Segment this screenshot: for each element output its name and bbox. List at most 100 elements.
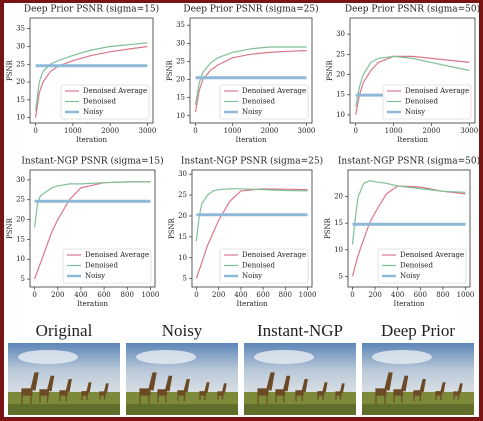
y-tick-label: 10 bbox=[334, 246, 343, 254]
y-tick-label: 30 bbox=[16, 42, 25, 50]
legend-box bbox=[219, 248, 309, 284]
x-tick-label: 1000 bbox=[457, 291, 475, 299]
x-tick-label: 1000 bbox=[299, 291, 317, 299]
giraffe bbox=[81, 382, 92, 400]
x-tick-label: 1000 bbox=[385, 127, 403, 135]
x-axis-label: Iteration bbox=[77, 300, 109, 308]
image bbox=[8, 343, 120, 415]
y-tick-label: 25 bbox=[16, 196, 25, 204]
giraffe bbox=[217, 383, 227, 400]
x-tick-label: 400 bbox=[74, 291, 87, 299]
y-tick-label: 30 bbox=[336, 30, 345, 38]
y-axis-label: PSNR bbox=[6, 59, 14, 81]
giraffe bbox=[177, 379, 190, 402]
y-tick-label: 25 bbox=[178, 191, 187, 199]
x-tick-label: 800 bbox=[279, 291, 292, 299]
y-tick-label: 15 bbox=[16, 96, 25, 104]
legend-label: Denoised Average bbox=[242, 87, 306, 95]
giraffe bbox=[199, 382, 210, 400]
y-tick-label: 35 bbox=[16, 25, 25, 33]
y-tick-label: 25 bbox=[16, 60, 25, 68]
giraffe bbox=[375, 372, 393, 404]
giraffe bbox=[413, 379, 426, 402]
giraffe bbox=[21, 372, 39, 404]
x-tick-label: 0 bbox=[194, 291, 198, 299]
sky bbox=[362, 343, 474, 392]
x-axis-label: Iteration bbox=[393, 300, 425, 308]
cloud bbox=[136, 350, 196, 364]
legend-label: Denoised Average bbox=[400, 251, 464, 259]
legend-label: Denoised Average bbox=[83, 87, 147, 95]
x-tick-label: 600 bbox=[414, 291, 427, 299]
y-tick-label: 10 bbox=[16, 114, 25, 122]
y-tick-label: 10 bbox=[16, 255, 25, 263]
giraffe bbox=[295, 379, 308, 402]
giraffe bbox=[335, 383, 345, 400]
legend-label: Noisy bbox=[242, 108, 262, 116]
giraffe bbox=[139, 372, 157, 404]
legend-box bbox=[377, 248, 467, 284]
giraffe bbox=[157, 375, 173, 403]
y-tick-label: 20 bbox=[16, 216, 25, 224]
series-line bbox=[351, 185, 466, 277]
sky bbox=[8, 343, 120, 392]
series-line bbox=[194, 50, 307, 113]
y-tick-label: 20 bbox=[178, 212, 187, 220]
x-tick-label: 600 bbox=[256, 291, 269, 299]
chart-title: Deep Prior PSNR (sigma=25) bbox=[183, 4, 318, 15]
x-tick-label: 1000 bbox=[224, 127, 242, 135]
legend-label: Noisy bbox=[83, 108, 103, 116]
x-tick-label: 2000 bbox=[261, 127, 279, 135]
x-tick-label: 200 bbox=[368, 291, 381, 299]
x-tick-label: 2000 bbox=[101, 127, 119, 135]
legend-label: Denoised bbox=[83, 98, 116, 106]
chart-title: Deep Prior PSNR (sigma=15) bbox=[24, 4, 159, 15]
y-tick-label: 15 bbox=[16, 235, 25, 243]
y-tick-label: 15 bbox=[334, 219, 343, 227]
x-tick-label: 400 bbox=[391, 291, 404, 299]
y-axis-label: PSNR bbox=[166, 59, 174, 81]
x-tick-label: 0 bbox=[350, 291, 354, 299]
legend-label: Noisy bbox=[405, 108, 425, 116]
grass-near bbox=[244, 404, 356, 415]
image-caption: Original bbox=[36, 321, 93, 340]
series-line bbox=[355, 55, 470, 116]
giraffe bbox=[393, 375, 409, 403]
giraffe bbox=[275, 375, 291, 403]
x-tick-label: 3000 bbox=[138, 127, 156, 135]
legend-box bbox=[382, 84, 472, 120]
giraffe bbox=[435, 382, 446, 400]
y-tick-label: 35 bbox=[176, 21, 185, 29]
legend-box bbox=[60, 84, 150, 120]
image-caption: Instant-NGP bbox=[257, 321, 343, 340]
chart-title: Instant-NGP PSNR (sigma=25) bbox=[181, 156, 323, 167]
cloud bbox=[254, 350, 314, 364]
grass-near bbox=[8, 404, 120, 415]
series-line bbox=[195, 188, 308, 242]
x-tick-label: 2000 bbox=[423, 127, 441, 135]
y-tick-label: 5 bbox=[183, 275, 187, 283]
y-tick-label: 15 bbox=[176, 94, 185, 102]
y-tick-label: 25 bbox=[336, 50, 345, 58]
chart-title: Instant-NGP PSNR (sigma=15) bbox=[21, 156, 163, 167]
legend-label: Denoised bbox=[405, 98, 438, 106]
y-axis-label: PSNR bbox=[6, 217, 14, 239]
image-caption: Deep Prior bbox=[381, 321, 455, 340]
series-line bbox=[35, 45, 148, 118]
giraffe bbox=[99, 383, 109, 400]
y-tick-label: 20 bbox=[176, 76, 185, 84]
x-axis-label: Iteration bbox=[236, 300, 268, 308]
x-axis-label: Iteration bbox=[235, 136, 267, 144]
giraffe bbox=[257, 372, 275, 404]
sky bbox=[126, 343, 238, 392]
x-tick-label: 0 bbox=[353, 127, 357, 135]
x-tick-label: 0 bbox=[32, 291, 36, 299]
series-line bbox=[35, 42, 148, 111]
x-axis-label: Iteration bbox=[397, 136, 429, 144]
legend-label: Noisy bbox=[85, 272, 105, 280]
giraffe bbox=[59, 379, 72, 402]
chart-title: Instant-NGP PSNR (sigma=50) bbox=[338, 156, 480, 167]
x-tick-label: 1000 bbox=[141, 291, 159, 299]
